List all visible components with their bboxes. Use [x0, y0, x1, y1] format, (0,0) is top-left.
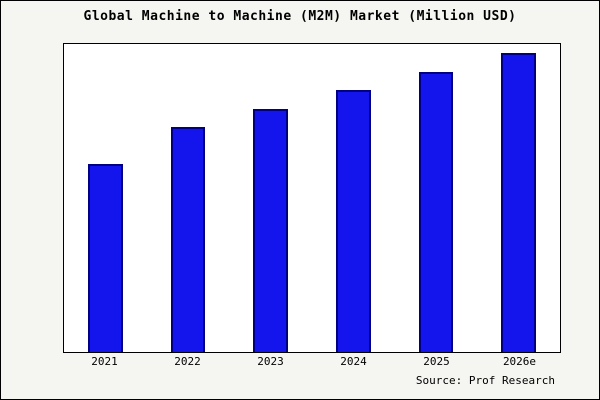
bar-2025 — [418, 71, 454, 352]
bar-slot — [477, 44, 560, 352]
x-tick-label: 2022 — [174, 355, 201, 368]
x-axis-labels: 2021 2022 2023 2024 2025 2026e — [63, 355, 561, 368]
x-tick-label: 2025 — [423, 355, 450, 368]
bar-slot — [395, 44, 478, 352]
bar-slot — [312, 44, 395, 352]
bar-2023 — [253, 108, 289, 352]
source-credit: Source: Prof Research — [415, 374, 555, 387]
x-tick-label: 2023 — [257, 355, 284, 368]
bar-slot — [229, 44, 312, 352]
bar-2026e — [501, 53, 537, 352]
chart-title: Global Machine to Machine (M2M) Market (… — [83, 9, 517, 24]
bar-2024 — [335, 90, 371, 352]
x-tick-label: 2024 — [340, 355, 367, 368]
bar-slot — [147, 44, 230, 352]
bar-2022 — [170, 127, 206, 352]
bar-slot — [64, 44, 147, 352]
x-tick-label: 2026e — [502, 355, 537, 368]
bar-2021 — [87, 164, 123, 352]
x-tick-label: 2021 — [91, 355, 118, 368]
plot-area — [63, 43, 561, 353]
